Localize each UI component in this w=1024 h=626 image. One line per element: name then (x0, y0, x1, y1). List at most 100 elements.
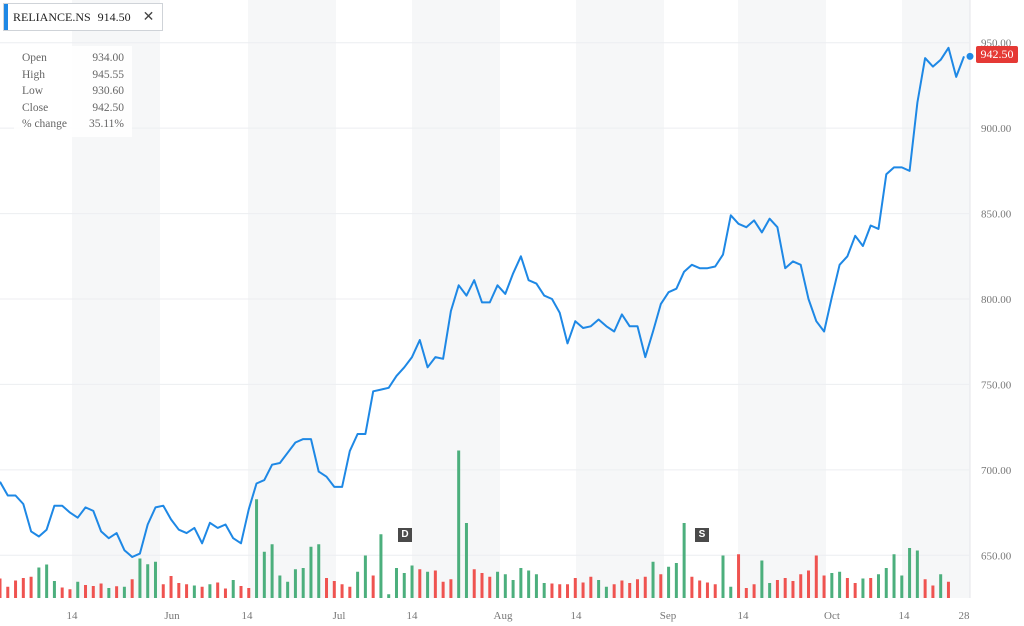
ohlc-panel: Open 934.00 High 945.55 Low 930.60 Close 942… (14, 46, 132, 137)
volume-bar (146, 564, 150, 598)
x-axis-ticks: 14 Jun 14 Jul 14 Aug 14 Sep 14 Oct 14 28 (67, 610, 971, 622)
volume-bar (293, 569, 297, 598)
volume-bar (876, 574, 880, 598)
volume-bar (99, 583, 103, 598)
volume-bar (371, 575, 375, 598)
volume-bar (822, 575, 826, 598)
volume-bar (433, 570, 437, 598)
series-color-bar (4, 4, 8, 30)
volume-bar (744, 588, 748, 598)
volume-bar (674, 563, 678, 598)
volume-bar (247, 588, 251, 598)
volume-bar (884, 568, 888, 598)
volume-bar (14, 580, 18, 598)
volume-bar (480, 573, 484, 598)
volume-bar (550, 583, 554, 598)
volume-bar (309, 546, 313, 598)
volume-bar (760, 560, 764, 598)
volume-bar (192, 585, 196, 598)
volume-bar (270, 544, 274, 598)
volume-bar (908, 548, 912, 598)
volume-bar (29, 576, 33, 598)
x-tick-label: 28 (959, 610, 971, 622)
dividend-marker[interactable]: D (398, 528, 412, 542)
volume-bar (775, 580, 779, 598)
x-tick-label: 14 (67, 610, 79, 622)
volume-bar (527, 570, 531, 598)
volume-bar (200, 586, 204, 598)
y-axis-ticks: 950.00900.00850.00800.00750.00700.00650.… (981, 38, 1012, 563)
volume-bar (410, 565, 414, 598)
volume-bar (231, 580, 235, 598)
volume-bar (830, 573, 834, 598)
x-tick-label: Aug (494, 610, 513, 622)
volume-bar (814, 555, 818, 598)
volume-bar (153, 561, 157, 598)
volume-bar (667, 566, 671, 598)
volume-bar (597, 580, 601, 598)
volume-bar (581, 582, 585, 598)
symbol-legend: RELIANCE.NS 914.50 ✕ (3, 3, 164, 31)
volume-bar (799, 574, 803, 598)
ohlc-row-close: Close 942.50 (22, 101, 124, 114)
volume-bar (807, 570, 811, 598)
volume-bar (573, 578, 577, 598)
volume-bar (286, 581, 290, 598)
volume-bar (52, 581, 56, 598)
volume-bar (84, 585, 88, 598)
volume-bar (60, 587, 64, 598)
volume-bar (394, 568, 398, 598)
volume-bar (612, 584, 616, 598)
volume-bar (223, 588, 227, 598)
legend-symbol: RELIANCE.NS (13, 9, 91, 24)
volume-bar (783, 578, 787, 598)
volume-bar (332, 581, 336, 598)
volume-bar (713, 584, 717, 598)
volume-bar (721, 555, 725, 598)
volume-bar (939, 574, 943, 598)
volume-bar (402, 573, 406, 598)
close-icon[interactable]: ✕ (142, 9, 155, 25)
volume-bar (651, 561, 655, 598)
volume-bar (216, 582, 220, 598)
y-tick-label: 650.00 (981, 550, 1012, 562)
volume-bar (301, 568, 305, 598)
volume-bar (946, 581, 950, 598)
volume-bar (185, 584, 189, 598)
volume-bar (239, 586, 243, 598)
x-tick-label: 14 (407, 610, 419, 622)
volume-bar (45, 564, 49, 598)
split-marker[interactable]: S (695, 528, 709, 542)
x-tick-label: 14 (899, 610, 911, 622)
volume-bar (278, 575, 282, 598)
volume-bar (534, 574, 538, 598)
volume-bar (107, 588, 111, 598)
y-tick-label: 700.00 (981, 465, 1012, 477)
last-price-dot (966, 52, 974, 60)
volume-bar (161, 584, 165, 598)
volume-bar (76, 581, 80, 598)
volume-bar (845, 578, 849, 598)
volume-bar (503, 574, 507, 598)
volume-bar (853, 583, 857, 598)
x-tick-label: Sep (660, 610, 677, 622)
volume-bar (705, 582, 709, 598)
volume-bar (138, 558, 142, 598)
volume-bar (177, 583, 181, 598)
volume-bar (379, 534, 383, 598)
volume-bar (659, 574, 663, 598)
volume-bar (255, 499, 259, 598)
volume-bar (0, 578, 2, 598)
volume-bar (363, 555, 367, 598)
x-tick-label: Jul (333, 610, 346, 622)
volume-bar (464, 523, 468, 598)
volume-bar (698, 580, 702, 598)
y-tick-label: 850.00 (981, 209, 1012, 221)
volume-bar (558, 584, 562, 598)
volume-bar (923, 579, 927, 598)
x-tick-label: 14 (738, 610, 750, 622)
volume-bar (682, 523, 686, 598)
volume-bar (729, 586, 733, 598)
volume-bar (426, 571, 430, 598)
